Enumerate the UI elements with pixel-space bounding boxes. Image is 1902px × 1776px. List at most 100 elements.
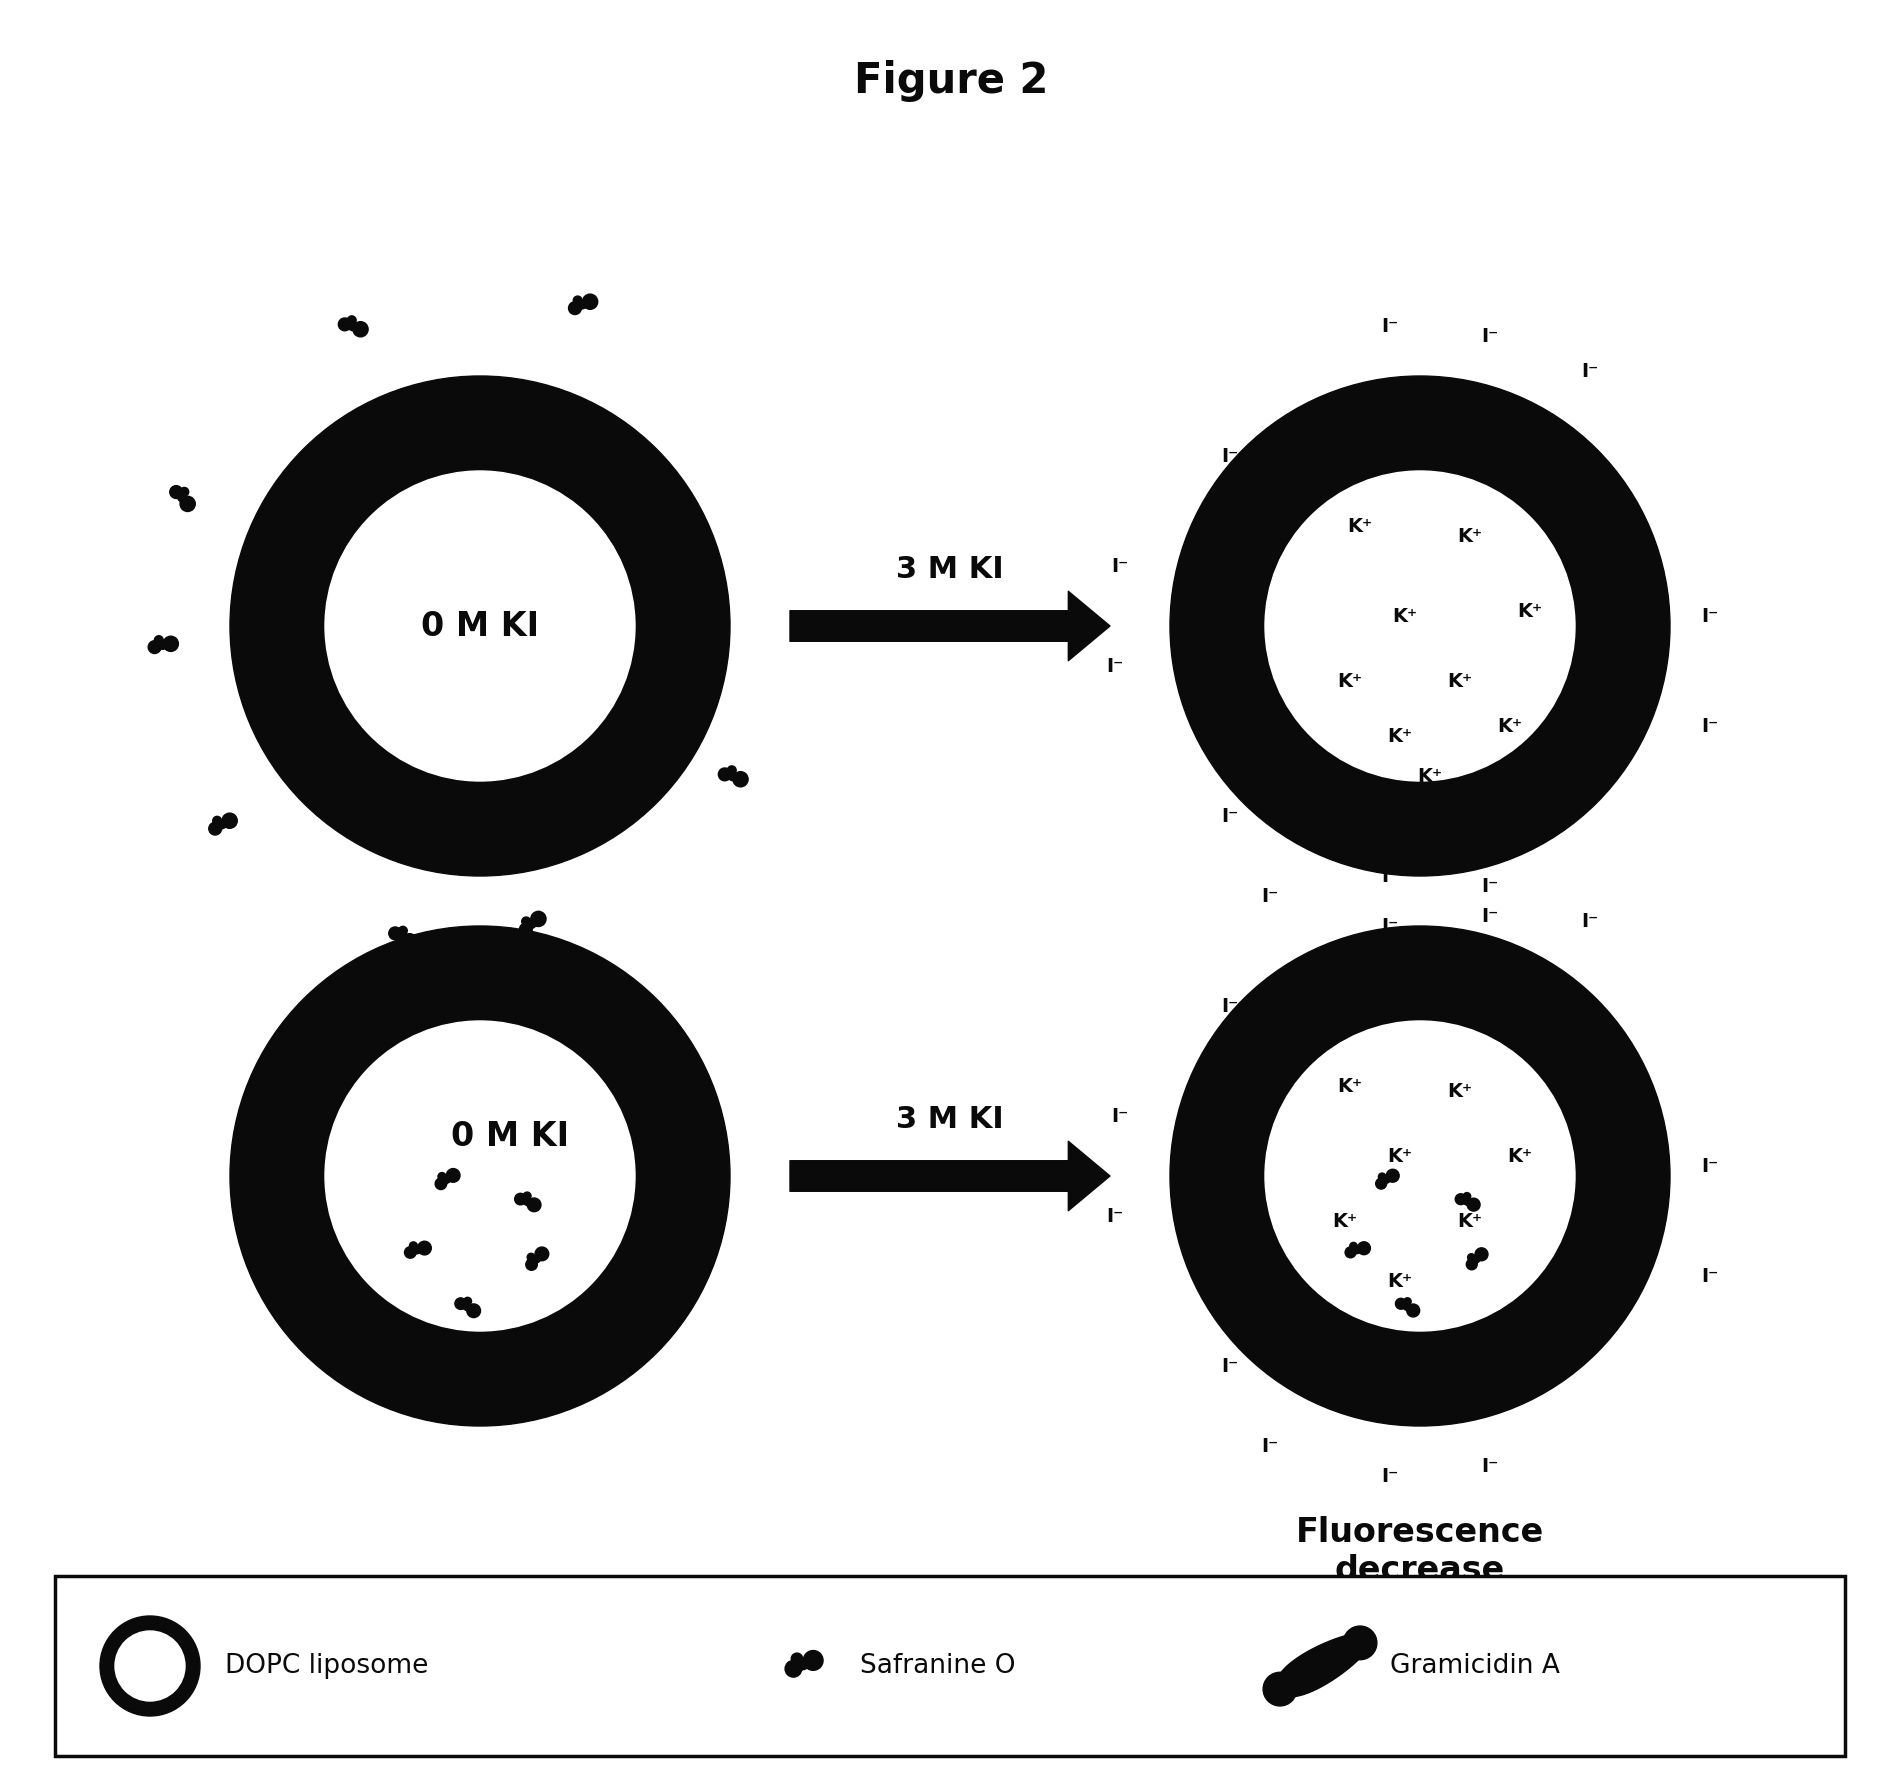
Text: Fluorescence
decrease: Fluorescence decrease xyxy=(1295,1517,1544,1588)
Circle shape xyxy=(580,442,605,465)
Circle shape xyxy=(1208,568,1232,591)
Circle shape xyxy=(732,774,740,781)
Circle shape xyxy=(525,924,533,931)
Circle shape xyxy=(272,1105,295,1128)
Circle shape xyxy=(213,817,221,826)
Circle shape xyxy=(101,1616,200,1716)
Polygon shape xyxy=(1516,758,1579,810)
Polygon shape xyxy=(576,758,639,810)
Circle shape xyxy=(1611,581,1634,606)
Text: I⁻: I⁻ xyxy=(1581,1346,1598,1366)
Text: K⁺: K⁺ xyxy=(1457,1211,1482,1231)
Circle shape xyxy=(493,1368,515,1392)
Polygon shape xyxy=(1385,961,1463,987)
Circle shape xyxy=(1457,1195,1465,1202)
Text: I⁻: I⁻ xyxy=(1381,867,1398,886)
Polygon shape xyxy=(1293,1334,1362,1376)
Text: I⁻: I⁻ xyxy=(1107,657,1124,675)
Circle shape xyxy=(1284,778,1309,801)
Text: I⁻: I⁻ xyxy=(1482,906,1499,925)
Circle shape xyxy=(369,435,392,458)
Text: I⁻: I⁻ xyxy=(1601,1027,1619,1046)
Circle shape xyxy=(643,1058,668,1082)
Circle shape xyxy=(1265,471,1575,781)
Circle shape xyxy=(1584,508,1607,531)
Circle shape xyxy=(1383,410,1406,435)
Circle shape xyxy=(1607,568,1632,591)
Circle shape xyxy=(1345,1247,1356,1257)
Circle shape xyxy=(301,496,323,520)
Polygon shape xyxy=(595,1003,652,1062)
Circle shape xyxy=(628,1293,650,1318)
Circle shape xyxy=(181,496,196,511)
Circle shape xyxy=(637,497,660,520)
Circle shape xyxy=(358,442,380,465)
Circle shape xyxy=(1558,753,1582,778)
Circle shape xyxy=(1558,1304,1582,1327)
Polygon shape xyxy=(666,613,694,689)
Circle shape xyxy=(1520,442,1544,465)
Circle shape xyxy=(264,632,287,657)
Circle shape xyxy=(1584,1058,1607,1082)
Circle shape xyxy=(1375,1177,1387,1190)
Circle shape xyxy=(531,918,538,925)
Circle shape xyxy=(1263,1673,1297,1707)
Polygon shape xyxy=(666,1163,694,1238)
Polygon shape xyxy=(1605,1163,1634,1238)
Circle shape xyxy=(1613,1160,1638,1185)
Circle shape xyxy=(266,1195,289,1220)
Circle shape xyxy=(415,812,437,836)
Polygon shape xyxy=(312,449,373,504)
Polygon shape xyxy=(1240,1277,1293,1339)
Polygon shape xyxy=(1442,1355,1516,1387)
Circle shape xyxy=(1383,1176,1390,1183)
Circle shape xyxy=(1343,808,1366,831)
Circle shape xyxy=(1506,794,1531,817)
Circle shape xyxy=(1466,1199,1480,1211)
Circle shape xyxy=(791,1653,803,1664)
Circle shape xyxy=(443,961,466,984)
Circle shape xyxy=(521,925,529,934)
Circle shape xyxy=(529,1261,534,1268)
Circle shape xyxy=(1495,1350,1520,1373)
Circle shape xyxy=(533,1256,540,1263)
Polygon shape xyxy=(1210,1206,1244,1279)
Circle shape xyxy=(219,821,226,829)
Circle shape xyxy=(1383,961,1406,984)
Text: 3 M KI: 3 M KI xyxy=(896,1105,1004,1135)
Circle shape xyxy=(184,501,192,508)
Circle shape xyxy=(325,1021,635,1330)
Circle shape xyxy=(673,609,696,634)
Text: I⁻: I⁻ xyxy=(1107,1206,1124,1225)
Circle shape xyxy=(1611,1197,1634,1220)
Circle shape xyxy=(1390,1172,1396,1179)
Circle shape xyxy=(515,1193,527,1204)
Circle shape xyxy=(1455,1193,1466,1204)
Circle shape xyxy=(586,298,593,305)
Circle shape xyxy=(1350,1243,1358,1250)
Circle shape xyxy=(1387,1174,1392,1181)
Polygon shape xyxy=(1385,410,1463,437)
Circle shape xyxy=(181,487,188,496)
Circle shape xyxy=(1297,991,1320,1016)
Circle shape xyxy=(793,1662,803,1671)
Circle shape xyxy=(223,813,238,828)
Circle shape xyxy=(1466,1201,1474,1206)
Circle shape xyxy=(527,1201,534,1208)
Polygon shape xyxy=(424,813,500,840)
Circle shape xyxy=(1398,1300,1404,1307)
Text: I⁻: I⁻ xyxy=(1702,1156,1719,1176)
Polygon shape xyxy=(1465,421,1535,460)
Circle shape xyxy=(335,769,358,794)
Circle shape xyxy=(325,471,635,781)
Circle shape xyxy=(409,1241,417,1250)
Circle shape xyxy=(643,508,668,531)
Polygon shape xyxy=(1364,1364,1440,1391)
Text: I⁻: I⁻ xyxy=(1581,911,1598,931)
Circle shape xyxy=(1567,744,1590,767)
Polygon shape xyxy=(1217,1055,1259,1126)
Circle shape xyxy=(1343,1627,1377,1661)
Text: I⁻: I⁻ xyxy=(1221,806,1238,826)
Circle shape xyxy=(418,1241,432,1256)
Polygon shape xyxy=(1573,691,1619,758)
